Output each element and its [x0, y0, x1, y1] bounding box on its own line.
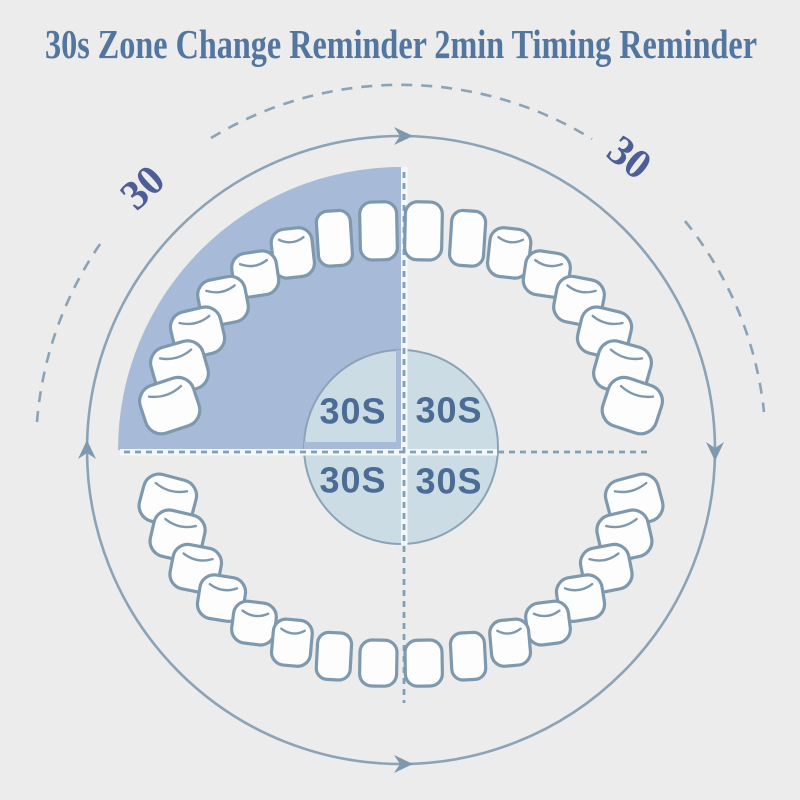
- arrow-bottom: [394, 755, 413, 773]
- tooth: [138, 375, 202, 436]
- tooth: [314, 208, 355, 268]
- tooth-crown-mark: [147, 384, 183, 399]
- tooth-crown-mark: [277, 235, 305, 244]
- tooth-body: [230, 599, 278, 647]
- page-title: 30s Zone Change Reminder 2min Timing Rem…: [45, 21, 757, 67]
- tooth-body: [138, 375, 202, 436]
- tooth: [403, 638, 444, 688]
- tooth-body: [600, 375, 664, 436]
- tooth-crown-mark: [241, 609, 270, 618]
- tooth: [269, 617, 314, 668]
- wedge-inset-strip-horizontal: [304, 442, 401, 449]
- tooth-crown-mark: [205, 284, 236, 294]
- arrow-right: [706, 442, 724, 461]
- tooth-body: [488, 617, 533, 668]
- tooth-crown-mark: [280, 627, 306, 635]
- tooth-crown-mark: [532, 609, 561, 618]
- tooth: [358, 638, 399, 688]
- tooth-body: [358, 638, 399, 688]
- quadrant-label-upper-left: 30S: [319, 391, 386, 432]
- dashed-arc-segment-top: [210, 83, 593, 141]
- tooth: [448, 630, 488, 682]
- wedge-inset-strip-vertical: [396, 350, 401, 449]
- zone-divider-lines: [124, 172, 652, 703]
- tooth-body: [447, 208, 488, 268]
- lower-teeth-arch: [137, 472, 665, 688]
- tooth-body: [314, 630, 354, 682]
- arrow-left: [78, 440, 96, 459]
- interval-label-left: 30: [112, 157, 174, 219]
- tooth-crown-mark: [158, 348, 193, 361]
- tooth-crown-mark: [563, 582, 594, 592]
- tooth-crown-mark: [497, 235, 525, 244]
- tooth: [488, 617, 533, 668]
- tooth: [314, 630, 354, 682]
- tooth-body: [269, 617, 314, 668]
- dashed-arc-segment-left: [35, 236, 107, 423]
- tooth-crown-mark: [208, 582, 239, 592]
- tooth-crown-mark: [238, 258, 268, 268]
- tooth: [230, 599, 278, 647]
- tooth-crown-mark: [164, 517, 198, 529]
- tooth: [524, 599, 572, 647]
- tooth-crown-mark: [154, 481, 189, 494]
- quadrant-label-lower-left: 30S: [319, 460, 386, 501]
- clockwise-arrows: [78, 127, 724, 773]
- tooth-crown-mark: [566, 284, 597, 294]
- timer-dial: [120, 167, 499, 545]
- tooth-body: [448, 630, 488, 682]
- outer-dashed-arc: [35, 83, 766, 423]
- tooth-body: [403, 638, 444, 688]
- tooth: [358, 200, 399, 262]
- quadrant-label-lower-right: 30S: [415, 461, 482, 502]
- interval-label-right: 30: [598, 127, 659, 189]
- tooth-crown-mark: [619, 384, 655, 399]
- tooth-crown-mark: [182, 552, 214, 562]
- tooth: [447, 208, 488, 268]
- tooth: [600, 375, 664, 436]
- tooth-body: [403, 200, 444, 262]
- tooth-body: [314, 208, 355, 268]
- tooth-crown-mark: [609, 348, 644, 361]
- upper-teeth-arch: [138, 200, 664, 436]
- tooth-crown-mark: [604, 517, 638, 529]
- tooth-crown-mark: [591, 314, 624, 326]
- arrow-top: [394, 127, 413, 145]
- tooth-crown-mark: [588, 552, 620, 562]
- tooth-crown-mark: [613, 481, 648, 494]
- quadrant-label-upper-right: 30S: [415, 390, 482, 431]
- tooth-crown-mark: [178, 314, 211, 326]
- tooth: [403, 200, 444, 262]
- divider-band-horizontal: [120, 449, 497, 456]
- dashed-arc-segment-right: [683, 220, 766, 413]
- tooth-body: [524, 599, 572, 647]
- tooth-body: [358, 200, 399, 262]
- tooth-crown-mark: [496, 627, 522, 635]
- divider-band-vertical: [401, 167, 408, 545]
- tooth-crown-mark: [534, 258, 564, 268]
